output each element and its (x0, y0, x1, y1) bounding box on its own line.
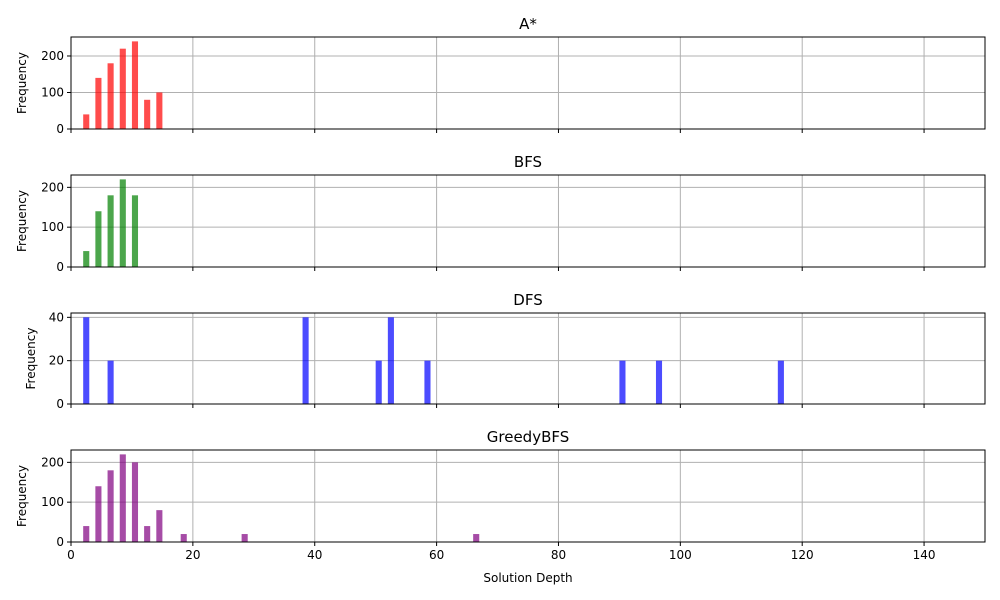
axes-frame (70, 174, 986, 268)
subplot-title: DFS (513, 291, 542, 309)
y-axis-label: Frequency (15, 190, 29, 252)
y-tick-label: 20 (49, 354, 64, 368)
bar (107, 195, 114, 267)
bar (156, 92, 163, 129)
y-axis-label: Frequency (15, 52, 29, 114)
y-tick-label: 100 (41, 495, 64, 509)
bar (119, 179, 126, 267)
y-tick-label: 0 (56, 535, 64, 549)
bar (302, 317, 309, 404)
bar (619, 360, 626, 404)
bar (156, 510, 163, 542)
subplot-title: A* (519, 15, 537, 33)
x-tick-label: 40 (307, 548, 322, 562)
y-tick-label: 100 (41, 85, 64, 99)
y-tick-label: 200 (41, 180, 64, 194)
x-tick-label: 80 (551, 548, 566, 562)
x-tick-label: 20 (185, 548, 200, 562)
bar (83, 317, 90, 404)
bar (95, 77, 102, 129)
y-tick-label: 100 (41, 220, 64, 234)
axes-frame (70, 36, 986, 130)
bar (180, 534, 187, 542)
x-tick-label: 0 (67, 548, 75, 562)
y-tick-label: 40 (49, 310, 64, 324)
y-axis-label: Frequency (15, 465, 29, 527)
subplot-greedybfs: 0 100 200 0 20 40 60 80 100 120 140 GreedyBFS Freque… (15, 428, 986, 562)
bar (119, 48, 126, 129)
bar (375, 360, 382, 404)
subplot-dfs: 0 20 40 DFS Frequency (24, 291, 986, 411)
x-tick-label: 60 (429, 548, 444, 562)
subplot-a-: 0 100 200 A* Frequency (15, 15, 986, 136)
bar (107, 63, 114, 130)
y-tick-label: 0 (56, 397, 64, 411)
bar (655, 360, 663, 404)
x-tick-label: 120 (791, 548, 814, 562)
bar (777, 360, 784, 404)
bar (144, 99, 151, 129)
bar (473, 534, 480, 542)
bar (83, 114, 90, 129)
bar (131, 41, 139, 130)
bar (131, 195, 139, 267)
bar (83, 251, 90, 267)
bar (241, 534, 248, 542)
bar (131, 462, 139, 542)
bar (107, 470, 114, 542)
bar (95, 486, 102, 542)
subplot-title: GreedyBFS (487, 428, 570, 446)
subplot-title: BFS (514, 153, 542, 171)
y-tick-label: 200 (41, 455, 64, 469)
x-tick-label: 100 (669, 548, 692, 562)
bar (107, 360, 114, 404)
subplot-bfs: 0 100 200 BFS Frequency (15, 153, 986, 274)
y-tick-label: 0 (56, 122, 64, 136)
y-axis-label: Frequency (24, 328, 38, 390)
x-tick-label: 140 (913, 548, 936, 562)
y-tick-label: 200 (41, 49, 64, 63)
bar (83, 526, 90, 542)
x-axis-label: Solution Depth (483, 571, 572, 585)
bar (95, 211, 102, 267)
bar (144, 526, 151, 542)
axes-frame (70, 449, 986, 543)
y-tick-label: 0 (56, 260, 64, 274)
bar (424, 360, 431, 404)
bar (119, 454, 126, 542)
axes-frame (70, 312, 986, 405)
bar (387, 317, 394, 404)
